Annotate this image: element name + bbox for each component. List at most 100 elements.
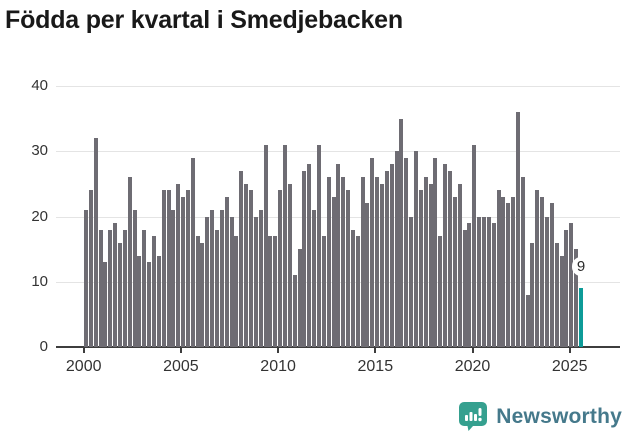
bar-2007K1 — [219, 210, 224, 347]
bar-2025K2 — [574, 249, 579, 347]
bar-2001K2 — [108, 229, 113, 347]
x-axis-label-2025: 2025 — [551, 358, 588, 375]
bar-2012K4 — [331, 196, 336, 347]
bar-2017K2 — [418, 190, 423, 347]
bar-2012K2 — [321, 236, 326, 347]
bar-2000K3 — [93, 138, 98, 347]
bar-2012K3 — [326, 177, 331, 347]
bar-2001K4 — [117, 242, 122, 347]
bar-2014K4 — [370, 157, 375, 347]
bar-2022K3 — [520, 177, 525, 347]
bar-2013K1 — [336, 164, 341, 347]
x-axis-tick-2005 — [179, 347, 182, 353]
bar-2010K2 — [282, 144, 287, 347]
bar-2021K1 — [491, 223, 496, 347]
bar-2011K1 — [297, 249, 302, 347]
bar-2018K4 — [447, 170, 452, 347]
bar-2018K2 — [438, 236, 443, 347]
bar-2024K2 — [554, 242, 559, 347]
bar-2000K2 — [88, 190, 93, 347]
x-axis-label-2000: 2000 — [65, 358, 102, 375]
bar-2023K2 — [535, 190, 540, 347]
bar-2005K3 — [190, 157, 195, 347]
x-axis-tick-2020 — [471, 347, 474, 353]
bar-2006K1 — [200, 242, 205, 347]
bar-2018K3 — [443, 164, 448, 347]
bar-2007K3 — [229, 216, 234, 347]
bar-2019K1 — [452, 196, 457, 347]
bar-2002K3 — [132, 210, 137, 347]
bar-2023K3 — [540, 196, 545, 347]
y-axis-label-30: 30 — [31, 142, 48, 160]
bar-2024K3 — [559, 255, 564, 347]
bar-2003K3 — [151, 236, 156, 347]
bar-2004K2 — [166, 190, 171, 347]
bar-2010K4 — [292, 275, 297, 347]
bar-2016K3 — [404, 157, 409, 347]
bar-2021K3 — [501, 196, 506, 347]
bar-2021K2 — [496, 190, 501, 347]
bar-2009K1 — [258, 210, 263, 347]
bar-2001K1 — [103, 262, 108, 347]
bar-2002K1 — [122, 229, 127, 347]
bar-2010K1 — [278, 190, 283, 347]
bar-2012K1 — [316, 144, 321, 347]
bar-2005K4 — [195, 236, 200, 347]
chart-title: Födda per kvartal i Smedjebacken — [5, 6, 403, 34]
bar-2015K3 — [384, 170, 389, 347]
bar-2015K1 — [375, 177, 380, 347]
bar-2011K2 — [302, 170, 307, 347]
bar-2007K4 — [234, 236, 239, 347]
bar-2005K1 — [181, 196, 186, 347]
bar-2019K4 — [467, 223, 472, 347]
bar-2013K4 — [350, 229, 355, 347]
bar-2007K2 — [224, 196, 229, 347]
bar-2008K4 — [253, 216, 258, 347]
bar-2003K2 — [147, 262, 152, 347]
bar-2017K4 — [428, 183, 433, 347]
bar-2023K4 — [545, 216, 550, 347]
bar-2004K4 — [176, 183, 181, 347]
last-value-text: 9 — [571, 257, 591, 276]
bar-2014K1 — [355, 236, 360, 347]
bar-2022K1 — [511, 196, 516, 347]
bar-2020K1 — [472, 144, 477, 347]
x-axis-tick-2015 — [374, 347, 377, 353]
bar-2018K1 — [433, 157, 438, 347]
bar-2009K3 — [268, 236, 273, 347]
bar-2011K3 — [307, 164, 312, 347]
bar-2013K3 — [346, 190, 351, 347]
bar-2025K1 — [569, 223, 574, 347]
bar-2005K2 — [185, 190, 190, 347]
bar-2008K1 — [239, 170, 244, 347]
bar-2011K4 — [312, 210, 317, 347]
bar-2002K4 — [137, 255, 142, 347]
bar-2014K2 — [360, 177, 365, 347]
bar-2017K1 — [414, 151, 418, 347]
bar-2021K4 — [506, 203, 511, 347]
bar-2016K2 — [399, 118, 404, 347]
bar-2006K3 — [210, 210, 215, 347]
bar-2001K3 — [113, 223, 118, 347]
bar-2004K3 — [171, 210, 176, 347]
gridline-y-30 — [56, 151, 620, 153]
bar-2002K2 — [127, 177, 132, 347]
newsworthy-bubble-icon — [459, 402, 488, 431]
bar-2000K1 — [84, 210, 88, 347]
bar-2013K2 — [341, 177, 346, 347]
y-axis-label-10: 10 — [31, 272, 48, 290]
bar-2000K4 — [98, 229, 103, 347]
x-axis-tick-2010 — [277, 347, 280, 353]
bar-2020K2 — [477, 216, 482, 347]
x-axis-label-2010: 2010 — [260, 358, 296, 375]
y-axis-label-20: 20 — [31, 207, 48, 225]
bar-2024K1 — [549, 203, 554, 347]
bar-2017K3 — [423, 177, 428, 347]
x-axis-label-2015: 2015 — [357, 358, 394, 375]
gridline-y-40 — [56, 86, 620, 87]
bar-2009K2 — [263, 144, 268, 347]
plot-area — [56, 86, 620, 348]
bar-2020K3 — [481, 216, 486, 347]
bar-2014K3 — [365, 203, 370, 347]
